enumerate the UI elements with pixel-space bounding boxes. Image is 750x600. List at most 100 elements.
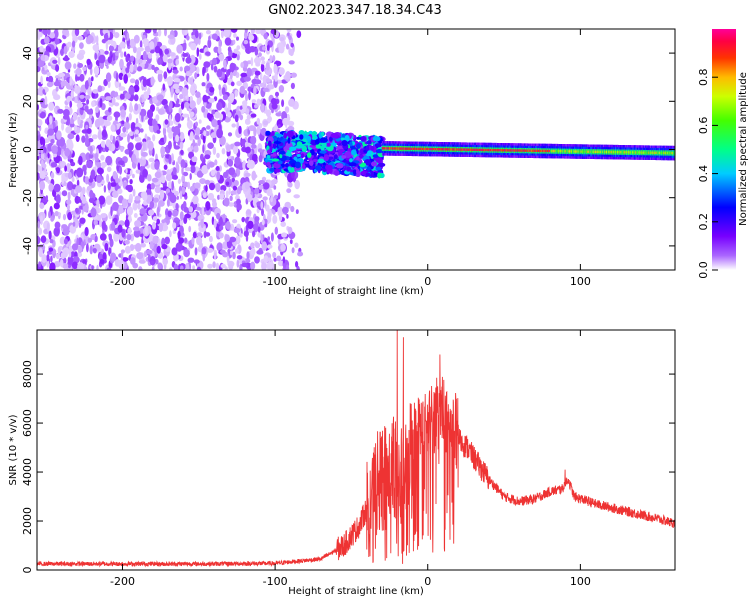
tonal-line-core [532,149,534,152]
noise-speckle [40,235,47,243]
band-speckle [285,152,292,157]
noise-speckle [132,188,136,197]
noise-speckle [222,171,229,179]
tonal-line-core [458,148,461,151]
noise-speckle [167,58,173,64]
noise-speckle [81,135,86,143]
noise-speckle [139,208,147,215]
noise-speckle [87,237,93,243]
tonal-line-core [656,151,658,154]
noise-speckle [151,177,159,183]
tonal-line-core [447,148,450,151]
band-speckle [291,167,295,173]
noise-speckle [258,154,263,163]
tonal-line-core [430,147,432,151]
noise-speckle [130,233,135,242]
noise-speckle [114,91,119,97]
noise-speckle [217,46,222,55]
noise-speckle [272,214,278,224]
noise-speckle [250,57,254,67]
noise-speckle [37,104,40,111]
noise-speckle [179,93,184,100]
tonal-line-core [531,149,533,152]
tonal-line-core [446,148,448,151]
tonal-line-core [636,151,639,154]
noise-speckle [188,225,192,233]
noise-speckle [125,54,129,63]
noise-speckle [256,125,261,135]
tonal-line-core [471,148,473,151]
noise-speckle [250,113,257,118]
noise-speckle [229,92,235,102]
noise-speckle [123,73,128,84]
noise-speckle [285,43,290,50]
noise-speckle [162,83,166,91]
noise-speckle [227,202,235,207]
noise-speckle [168,155,172,165]
noise-speckle [225,190,229,199]
noise-speckle [124,92,131,100]
noise-speckle [71,176,75,182]
noise-speckle [90,207,97,218]
noise-speckle [244,108,250,115]
band-speckle [286,130,294,138]
noise-speckle [172,69,179,74]
noise-speckle [175,134,180,143]
noise-speckle [184,65,191,72]
tonal-line-core [448,148,450,151]
noise-speckle [253,126,257,137]
tonal-line-core [508,149,510,152]
tonal-line-core [608,150,610,154]
tonal-line-core [383,147,385,150]
tonal-line-core [545,149,547,153]
noise-speckle [129,78,136,84]
noise-speckle [169,100,173,110]
noise-speckle [67,212,73,221]
band-speckle [299,134,304,140]
noise-speckle [104,50,109,55]
noise-speckle [214,111,221,119]
noise-speckle [262,46,266,51]
noise-speckle [109,134,114,141]
noise-speckle [182,113,190,118]
noise-speckle [220,249,226,254]
noise-speckle [89,145,93,155]
noise-speckle [127,142,134,151]
noise-speckle [114,102,120,107]
noise-speckle [115,72,119,82]
noise-speckle [251,153,258,162]
noise-speckle [264,222,268,228]
noise-speckle [211,57,218,66]
noise-speckle [55,64,60,72]
noise-speckle [152,134,156,142]
tonal-line-core [541,149,543,153]
tonal-line-core [428,147,430,151]
noise-speckle [227,46,232,53]
noise-speckle [162,126,167,137]
noise-speckle [125,168,128,174]
noise-speckle [230,250,233,256]
noise-speckle [296,30,302,38]
noise-speckle [76,102,84,108]
noise-speckle [169,267,173,270]
tonal-line-core [553,149,555,153]
band-speckle [330,132,339,139]
band-speckle [340,137,345,141]
noise-speckle [50,255,53,263]
band-speckle [365,145,370,151]
noise-speckle [79,94,85,99]
noise-speckle [113,31,120,39]
tonal-line-core [515,149,518,152]
noise-speckle [49,115,53,125]
noise-speckle [288,98,296,107]
band-speckle [341,155,347,159]
noise-speckle [106,64,109,69]
noise-speckle [181,166,184,175]
noise-speckle [156,129,161,134]
tonal-line-core [561,150,564,153]
noise-speckle [263,32,268,40]
noise-speckle [227,158,234,167]
band-speckle [329,136,333,142]
band-speckle [309,160,314,167]
tonal-line-core [660,151,662,155]
